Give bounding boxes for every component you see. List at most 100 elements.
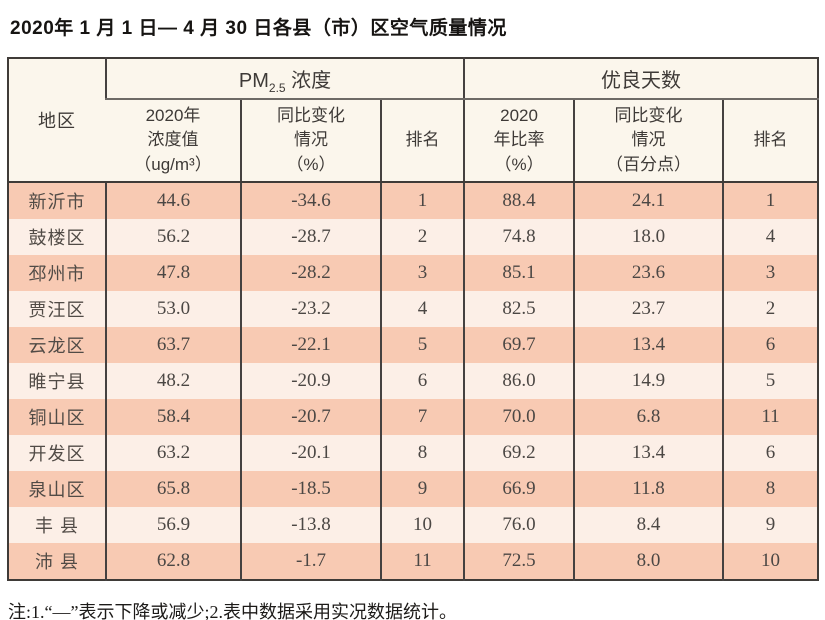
pm25-rank-cell: 8 bbox=[379, 435, 465, 471]
good-rank-cell: 11 bbox=[722, 399, 819, 435]
column-header-good-rank: 排名 bbox=[722, 99, 819, 183]
good-rank-cell: 3 bbox=[722, 255, 819, 291]
table-row: 贾汪区 53.0 -23.2 4 82.5 23.7 2 bbox=[8, 291, 819, 327]
pm25-value-cell: 65.8 bbox=[105, 471, 241, 507]
pm25-change-cell: -20.7 bbox=[240, 399, 381, 435]
pm25-change-cell: -20.1 bbox=[240, 435, 381, 471]
good-rank-cell: 6 bbox=[722, 435, 819, 471]
pm25-rank-cell: 1 bbox=[379, 182, 465, 219]
column-header-pm25-change: 同比变化 情况 （%） bbox=[240, 99, 381, 183]
pm25-rank-cell: 5 bbox=[379, 327, 465, 363]
table-header: 地区 PM2.5 浓度 优良天数 2020年 浓度值 （ug/m³） 同比变化 … bbox=[8, 58, 819, 183]
pm25-change-cell: -23.2 bbox=[240, 291, 381, 327]
pm25-value-cell: 56.2 bbox=[105, 219, 241, 255]
pm25-rank-cell: 4 bbox=[379, 291, 465, 327]
table-row: 鼓楼区 56.2 -28.7 2 74.8 18.0 4 bbox=[8, 219, 819, 255]
pm25-value-cell: 63.2 bbox=[105, 435, 241, 471]
pm25-rank-cell: 7 bbox=[379, 399, 465, 435]
good-change-cell: 11.8 bbox=[573, 471, 724, 507]
table-row: 铜山区 58.4 -20.7 7 70.0 6.8 11 bbox=[8, 399, 819, 435]
region-cell: 铜山区 bbox=[28, 408, 86, 428]
table-row: 丰 县 56.9 -13.8 10 76.0 8.4 9 bbox=[8, 507, 819, 543]
region-cell: 沛 县 bbox=[34, 552, 79, 572]
pm25-value-cell: 47.8 bbox=[105, 255, 241, 291]
header-sub-row: 2020年 浓度值 （ug/m³） 同比变化 情况 （%） 排名 2020 年比… bbox=[8, 99, 819, 183]
good-rank-cell: 5 bbox=[722, 363, 819, 399]
good-rank-cell: 6 bbox=[722, 327, 819, 363]
good-rate-cell: 72.5 bbox=[463, 543, 575, 580]
column-header-region: 地区 bbox=[8, 58, 106, 183]
good-rank-cell: 4 bbox=[722, 219, 819, 255]
good-change-cell: 8.4 bbox=[573, 507, 724, 543]
pm25-rank-cell: 3 bbox=[379, 255, 465, 291]
good-change-cell: 14.9 bbox=[573, 363, 724, 399]
good-change-cell: 8.0 bbox=[573, 543, 724, 580]
good-rank-cell: 2 bbox=[722, 291, 819, 327]
good-change-cell: 23.7 bbox=[573, 291, 724, 327]
column-header-pm25-value: 2020年 浓度值 （ug/m³） bbox=[106, 99, 241, 183]
table-row: 泉山区 65.8 -18.5 9 66.9 11.8 8 bbox=[8, 471, 819, 507]
good-rate-cell: 66.9 bbox=[463, 471, 575, 507]
pm25-value-cell: 48.2 bbox=[105, 363, 241, 399]
pm25-change-cell: -13.8 bbox=[240, 507, 381, 543]
pm25-label-subscript: 2.5 bbox=[268, 81, 286, 95]
pm25-value-cell: 56.9 bbox=[105, 507, 241, 543]
column-group-pm25: PM2.5 浓度 bbox=[104, 58, 465, 100]
pm25-value-cell: 53.0 bbox=[105, 291, 241, 327]
region-cell: 邳州市 bbox=[28, 264, 86, 284]
good-rate-cell: 70.0 bbox=[463, 399, 575, 435]
pm25-rank-cell: 6 bbox=[379, 363, 465, 399]
region-cell: 开发区 bbox=[28, 444, 86, 464]
column-header-good-change: 同比变化 情况 （百分点） bbox=[573, 99, 724, 183]
pm25-change-cell: -28.2 bbox=[240, 255, 381, 291]
good-change-cell: 24.1 bbox=[573, 182, 724, 219]
pm25-rank-cell: 2 bbox=[379, 219, 465, 255]
table-body: 新沂市 44.6 -34.6 1 88.4 24.1 1 鼓楼区 56.2 -2… bbox=[8, 182, 819, 580]
table-row: 睢宁县 48.2 -20.9 6 86.0 14.9 5 bbox=[8, 363, 819, 399]
good-rate-cell: 74.8 bbox=[463, 219, 575, 255]
pm25-change-cell: -20.9 bbox=[240, 363, 381, 399]
pm25-value-cell: 63.7 bbox=[105, 327, 241, 363]
good-rank-cell: 10 bbox=[722, 543, 819, 580]
good-rate-cell: 85.1 bbox=[463, 255, 575, 291]
good-change-cell: 6.8 bbox=[573, 399, 724, 435]
good-change-cell: 13.4 bbox=[573, 435, 724, 471]
column-header-pm25-rank: 排名 bbox=[379, 99, 465, 183]
region-cell: 云龙区 bbox=[28, 336, 86, 356]
pm25-value-cell: 44.6 bbox=[105, 182, 241, 219]
pm25-change-cell: -1.7 bbox=[240, 543, 381, 580]
pm25-change-cell: -28.7 bbox=[240, 219, 381, 255]
good-rank-cell: 8 bbox=[722, 471, 819, 507]
good-change-cell: 18.0 bbox=[573, 219, 724, 255]
region-cell: 贾汪区 bbox=[28, 300, 86, 320]
pm25-rank-cell: 11 bbox=[379, 543, 465, 580]
region-cell: 新沂市 bbox=[28, 192, 86, 212]
good-rate-cell: 69.7 bbox=[463, 327, 575, 363]
pm25-rank-cell: 10 bbox=[379, 507, 465, 543]
good-rate-cell: 88.4 bbox=[463, 182, 575, 219]
pm25-value-cell: 62.8 bbox=[105, 543, 241, 580]
table-row: 开发区 63.2 -20.1 8 69.2 13.4 6 bbox=[8, 435, 819, 471]
table-row: 沛 县 62.8 -1.7 11 72.5 8.0 10 bbox=[8, 543, 819, 580]
region-cell: 泉山区 bbox=[28, 480, 86, 500]
good-rank-cell: 9 bbox=[722, 507, 819, 543]
table-footnote: 注:1.“—”表示下降或减少;2.表中数据采用实况数据统计。 bbox=[8, 602, 457, 620]
table-row: 云龙区 63.7 -22.1 5 69.7 13.4 6 bbox=[8, 327, 819, 363]
region-cell: 睢宁县 bbox=[28, 372, 86, 392]
region-cell: 丰 县 bbox=[34, 516, 79, 536]
column-header-good-rate: 2020 年比率 （%） bbox=[463, 99, 575, 183]
column-group-good-days: 优良天数 bbox=[463, 58, 819, 100]
pm25-label-prefix: PM bbox=[238, 70, 269, 92]
pm25-rank-cell: 9 bbox=[379, 471, 465, 507]
good-rate-cell: 69.2 bbox=[463, 435, 575, 471]
pm25-change-cell: -34.6 bbox=[240, 182, 381, 219]
good-rate-cell: 76.0 bbox=[463, 507, 575, 543]
good-rate-cell: 82.5 bbox=[463, 291, 575, 327]
region-cell: 鼓楼区 bbox=[28, 228, 86, 248]
pm25-change-cell: -18.5 bbox=[240, 471, 381, 507]
pm25-change-cell: -22.1 bbox=[240, 327, 381, 363]
page-title: 2020年 1 月 1 日— 4 月 30 日各县（市）区空气质量情况 bbox=[10, 18, 507, 39]
air-quality-table: 地区 PM2.5 浓度 优良天数 2020年 浓度值 （ug/m³） 同比变化 … bbox=[7, 57, 820, 581]
table-row: 邳州市 47.8 -28.2 3 85.1 23.6 3 bbox=[8, 255, 819, 291]
